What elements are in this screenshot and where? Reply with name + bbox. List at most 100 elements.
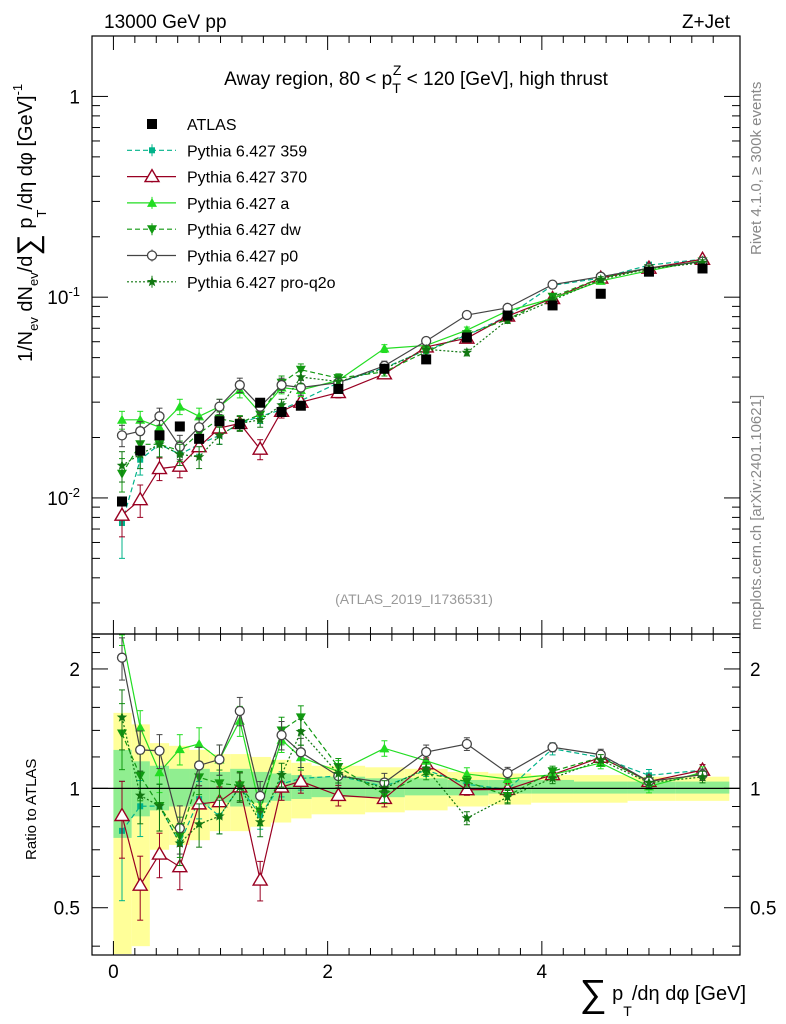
atlas-point-13 xyxy=(461,332,472,343)
series-5-ratio-point-1 xyxy=(134,790,146,800)
x-tick-label-0: 0 xyxy=(108,962,119,983)
series-4-point-15 xyxy=(547,279,558,290)
series-4-ratio-point-14 xyxy=(502,767,513,779)
series-4-ratio-point-4 xyxy=(193,760,205,771)
legend-label-0: ATLAS xyxy=(187,117,237,134)
band-green-3 xyxy=(169,768,190,807)
xlabel-part-sum: ∑ xyxy=(580,973,607,1015)
legend-marker-1 xyxy=(149,147,155,154)
series-4-ratio-point-15 xyxy=(547,742,558,753)
band-green-15 xyxy=(531,779,574,794)
legend-marker-2 xyxy=(143,168,161,183)
series-4-ratio-point-5 xyxy=(214,754,225,765)
series-5-ratio-point-4 xyxy=(193,818,205,829)
series-4-ratio-point-6 xyxy=(234,705,245,717)
legend-label-4: Pythia 6.427 dw xyxy=(187,222,301,239)
series-5-point-3 xyxy=(174,448,186,459)
band-yellow-1 xyxy=(131,724,150,947)
series-5-ratio-point-14 xyxy=(502,791,513,802)
atlas-point-9 xyxy=(295,400,306,411)
series-5-point-5 xyxy=(214,429,225,440)
series-5-ratio-point-16 xyxy=(595,754,606,765)
ymain-tick-exp-0: -2 xyxy=(68,485,80,500)
series-5-ratio-point-12 xyxy=(420,762,432,773)
series-5-line xyxy=(121,262,703,467)
legend-label-3: Pythia 6.427 a xyxy=(187,196,289,213)
ratio-series-layer xyxy=(113,634,711,921)
legend-label-1: Pythia 6.427 359 xyxy=(187,143,307,160)
series-4-ratio-point-12 xyxy=(421,746,432,758)
ymain-tick-label-0: 10-2 xyxy=(47,485,80,510)
ylabel-part-d: /dη dφ [GeV] xyxy=(15,95,37,209)
ylabel-part-ev2: ev xyxy=(26,272,41,286)
series-4-point-2 xyxy=(154,411,165,422)
atlas-point-2 xyxy=(154,430,165,441)
series-1-ratio-point-0 xyxy=(113,807,131,822)
atlas-point-17 xyxy=(643,266,654,277)
x-tick-label-1: 2 xyxy=(322,962,333,983)
legend-label-6: Pythia 6.427 pro-q2o xyxy=(187,275,336,292)
rivet-label: Rivet 4.1.0, ≥ 300k events xyxy=(748,82,765,255)
header-right: Z+Jet xyxy=(682,12,731,33)
atlas-point-10 xyxy=(333,383,344,394)
series-5-ratio-point-10 xyxy=(333,768,344,779)
series-5-point-7 xyxy=(254,414,266,425)
ymain-tick-label-1: 10-1 xyxy=(47,284,80,309)
series-5-ratio-point-13 xyxy=(461,812,473,823)
atlas-point-4 xyxy=(194,433,205,444)
series-5-ratio-point-8 xyxy=(276,769,287,780)
ymain-tick-exp-1: -1 xyxy=(68,284,80,299)
series-5-ratio-point-18 xyxy=(697,771,708,782)
series-3-ratio-point-9 xyxy=(295,713,306,723)
series-3-ratio-point-13 xyxy=(461,777,472,787)
series-5-ratio-point-6 xyxy=(234,781,246,792)
mcplots-label: mcplots.cern.ch [arXiv:2401.10621] xyxy=(748,395,765,630)
series-4-ratio-point-9 xyxy=(295,747,307,758)
xlabel-part-T: T xyxy=(623,1003,632,1019)
series-4-point-0 xyxy=(116,430,128,441)
ymain-tick-label-2: 1 xyxy=(69,87,80,108)
series-5-point-16 xyxy=(595,273,606,284)
ymain-tick-base-1: 10 xyxy=(47,288,68,309)
chart-title-prefix: Away region, 80 < p xyxy=(224,69,392,90)
series-5-point-15 xyxy=(547,294,558,305)
legend: ATLAS Pythia 6.427 359 Pythia 6.427 370 Pyt… xyxy=(127,117,336,292)
legend-label-5: Pythia 6.427 p0 xyxy=(187,249,298,266)
legend-label-2: Pythia 6.427 370 xyxy=(187,170,307,187)
series-5-point-2 xyxy=(154,438,165,449)
chart-title-sup: Z xyxy=(393,62,402,78)
series-5-point-8 xyxy=(276,399,287,410)
atlas-point-16 xyxy=(595,288,606,299)
ymain-tick-base-0: 10 xyxy=(47,489,68,510)
series-4-point-1 xyxy=(135,426,146,437)
series-5-ratio-point-2 xyxy=(154,800,165,811)
series-3-point-9 xyxy=(295,365,306,375)
atlas-point-5 xyxy=(214,416,225,427)
atlas-point-1 xyxy=(135,445,146,456)
ylabel-part-exp: -1 xyxy=(10,84,25,96)
yratio-tick-label-right-1: 1 xyxy=(750,779,761,800)
series-5-ratio-point-0 xyxy=(116,711,128,722)
band-green-12 xyxy=(404,778,448,796)
legend-marker-0 xyxy=(147,119,157,129)
series-1-ratio-point-7 xyxy=(251,871,269,886)
atlas-point-15 xyxy=(547,300,558,311)
series-1-ratio-point-10 xyxy=(330,787,347,802)
band-green-16 xyxy=(573,781,628,794)
atlas-point-0 xyxy=(116,496,127,507)
series-4-ratio-point-0 xyxy=(116,652,128,663)
main-series-layer xyxy=(113,250,711,559)
series-2-ratio-point-3 xyxy=(174,744,185,754)
series-4-ratio-point-8 xyxy=(276,729,287,741)
series-1-point-2 xyxy=(151,460,168,475)
legend-marker-6 xyxy=(146,276,158,287)
legend-marker-5 xyxy=(146,250,158,261)
analysis-tag: (ATLAS_2019_I1736531) xyxy=(335,591,493,607)
series-5-point-9 xyxy=(295,371,307,382)
ylabel-part-a: 1/N xyxy=(15,331,37,362)
series-1-point-1 xyxy=(131,491,149,506)
chart-title: Away region, 80 < pTZ < 120 [GeV], high … xyxy=(224,62,608,96)
series-2-ratio-point-1 xyxy=(135,722,146,732)
series-1-ratio-point-2 xyxy=(151,845,168,860)
atlas-point-6 xyxy=(234,419,245,430)
